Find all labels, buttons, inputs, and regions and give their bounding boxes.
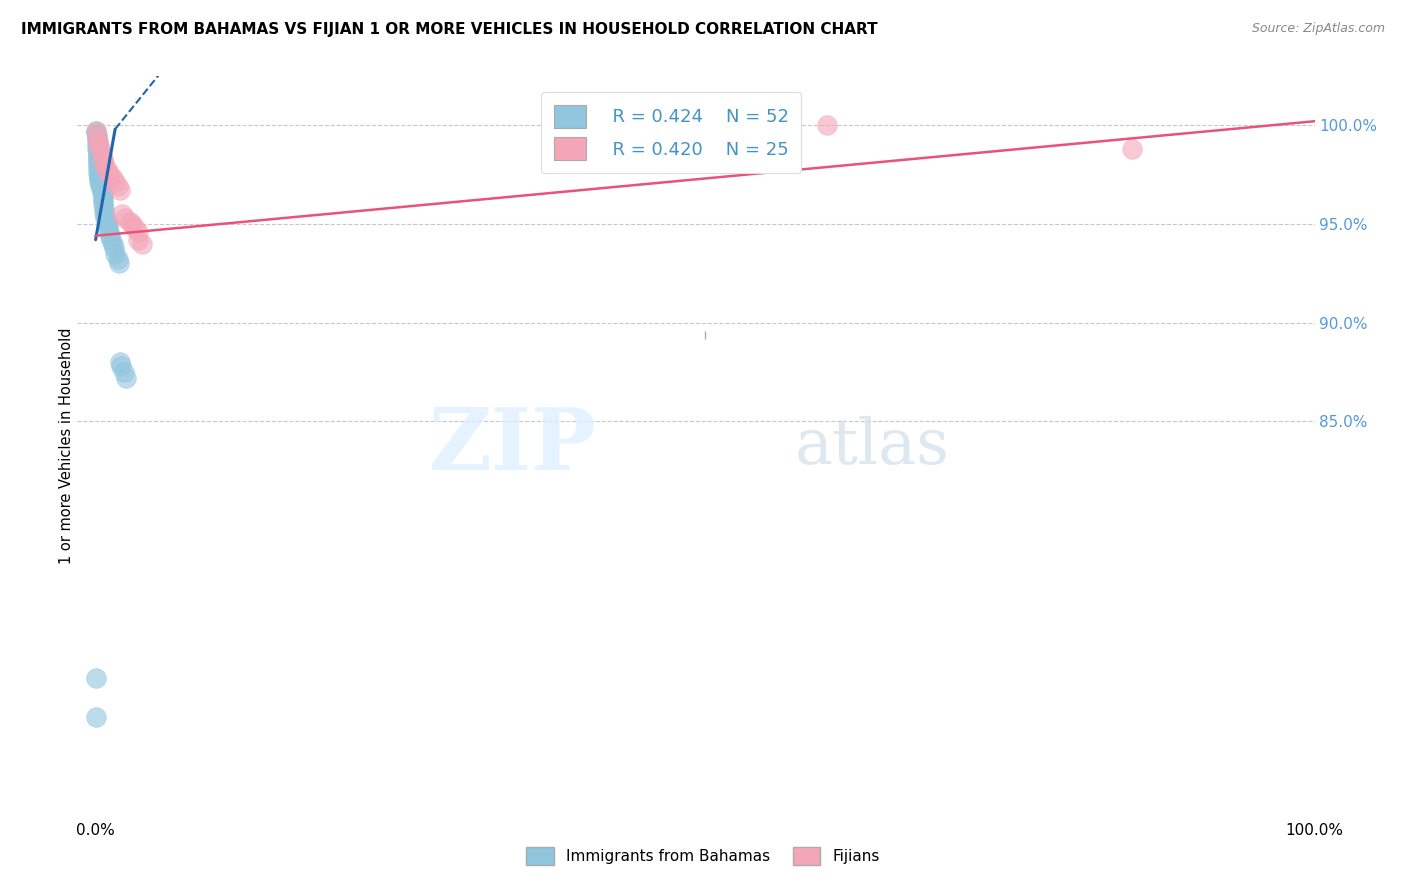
Point <box>98 225 121 239</box>
Point <box>87 150 110 164</box>
Point <box>87 161 110 176</box>
Legend: Immigrants from Bahamas, Fijians: Immigrants from Bahamas, Fijians <box>520 841 886 871</box>
Point <box>91 152 114 166</box>
Point <box>90 181 112 195</box>
Point <box>87 152 110 166</box>
Point <box>127 233 149 247</box>
Point <box>101 171 124 186</box>
Legend:   R = 0.424    N = 52,   R = 0.420    N = 25: R = 0.424 N = 52, R = 0.420 N = 25 <box>541 92 801 173</box>
Point <box>86 142 108 156</box>
Point <box>100 233 122 247</box>
Point <box>89 173 111 187</box>
Point <box>93 201 115 215</box>
Point <box>86 137 108 152</box>
Point <box>91 197 114 211</box>
Text: IMMIGRANTS FROM BAHAMAS VS FIJIAN 1 OR MORE VEHICLES IN HOUSEHOLD CORRELATION CH: IMMIGRANTS FROM BAHAMAS VS FIJIAN 1 OR M… <box>21 22 877 37</box>
Point <box>107 179 129 194</box>
Point <box>89 169 111 184</box>
Point <box>84 124 107 138</box>
Point <box>86 132 108 146</box>
Point <box>98 228 121 243</box>
Point <box>815 118 838 132</box>
Point <box>87 158 110 172</box>
Point <box>93 155 115 169</box>
Point <box>94 207 117 221</box>
Point <box>87 165 110 179</box>
Point <box>104 176 127 190</box>
Point <box>86 134 108 148</box>
Point <box>108 183 131 197</box>
Text: Source: ZipAtlas.com: Source: ZipAtlas.com <box>1251 22 1385 36</box>
Point <box>87 145 110 160</box>
Point <box>90 148 112 162</box>
Point <box>89 178 111 192</box>
Point <box>84 671 107 685</box>
Y-axis label: 1 or more Vehicles in Household: 1 or more Vehicles in Household <box>59 327 73 565</box>
Point <box>91 191 114 205</box>
Point <box>89 171 111 186</box>
Point <box>89 137 111 152</box>
Point <box>89 168 111 182</box>
Point <box>104 246 127 260</box>
Point <box>84 710 107 724</box>
Text: atlas: atlas <box>794 416 950 476</box>
Point <box>87 148 110 162</box>
Point <box>107 252 129 267</box>
Point <box>112 365 135 379</box>
Point <box>110 359 132 373</box>
Point <box>131 236 153 251</box>
Point <box>118 215 141 229</box>
Point <box>94 211 117 225</box>
Point <box>101 236 124 251</box>
Point <box>107 256 129 270</box>
Point <box>108 355 131 369</box>
Point <box>91 193 114 207</box>
Point <box>93 205 115 219</box>
Point <box>97 220 120 235</box>
Point <box>96 215 118 229</box>
Point <box>84 126 107 140</box>
Point <box>89 176 111 190</box>
Point <box>87 153 110 168</box>
Point <box>98 168 121 182</box>
Point <box>121 217 143 231</box>
Point <box>91 187 114 202</box>
Point <box>87 144 110 158</box>
Point <box>86 130 108 145</box>
Point <box>124 220 146 235</box>
Point <box>115 371 138 385</box>
Point <box>94 160 117 174</box>
Point <box>1121 142 1143 156</box>
Point <box>90 186 112 200</box>
Point <box>89 179 111 194</box>
Point <box>87 134 110 148</box>
Point <box>97 163 120 178</box>
Point <box>86 128 108 142</box>
Point <box>89 142 111 156</box>
Point <box>127 225 149 239</box>
Point <box>90 183 112 197</box>
Text: ZIP: ZIP <box>429 404 598 488</box>
Point <box>84 124 107 138</box>
Point <box>114 211 136 225</box>
Point <box>97 217 120 231</box>
Point <box>111 207 134 221</box>
Point <box>87 155 110 169</box>
Point <box>103 241 125 255</box>
